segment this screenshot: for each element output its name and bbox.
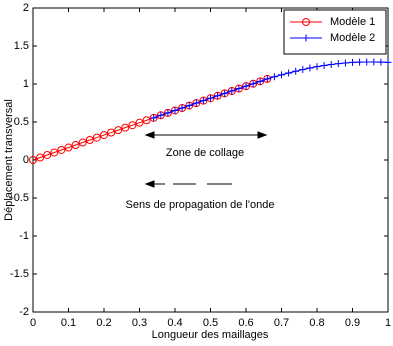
y-tick-label: -2: [19, 306, 29, 318]
legend-label: Modèle 1: [330, 16, 375, 28]
marker: [185, 102, 193, 110]
marker: [313, 63, 321, 71]
marker: [377, 58, 385, 66]
marker: [192, 99, 200, 107]
x-tick-label: 0.9: [345, 317, 360, 329]
legend-box: [283, 9, 387, 55]
marker: [235, 85, 243, 93]
marker: [135, 118, 144, 127]
marker: [292, 67, 300, 75]
marker: [50, 148, 59, 157]
y-tick-label: 0.5: [14, 116, 29, 128]
marker: [100, 131, 108, 140]
marker: [334, 60, 342, 68]
marker: [363, 58, 371, 66]
x-tick-label: 0.2: [96, 317, 111, 329]
marker: [43, 150, 52, 159]
marker: [214, 92, 222, 100]
marker: [341, 59, 349, 67]
marker: [114, 126, 123, 135]
x-tick-label: 0.4: [167, 317, 182, 329]
marker: [107, 128, 116, 137]
x-tick-label: 0.5: [203, 317, 218, 329]
marker: [370, 58, 378, 66]
annotation: Zone de collage: [166, 147, 244, 159]
y-axis-label: Déplacement transversal: [3, 99, 15, 221]
plot-box: [32, 7, 389, 313]
marker: [349, 58, 356, 66]
y-tick-label: -1.5: [10, 268, 29, 280]
marker: [285, 69, 293, 77]
x-tick-label: 0.1: [61, 317, 76, 329]
marker: [150, 114, 158, 122]
collage-arrow: [144, 131, 268, 139]
marker: [57, 145, 66, 154]
x-axis-label: Longueur des maillages: [152, 329, 269, 341]
marker: [356, 58, 364, 66]
legend-marker: [302, 18, 310, 26]
marker: [178, 104, 186, 112]
marker: [64, 143, 73, 152]
marker: [270, 73, 278, 81]
marker: [320, 62, 328, 70]
marker: [128, 121, 137, 130]
marker: [384, 58, 392, 66]
marker: [228, 87, 236, 95]
y-tick-label: 1.5: [14, 40, 29, 52]
x-tick-label: 1: [385, 317, 391, 329]
marker: [207, 94, 214, 102]
marker: [256, 77, 264, 85]
marker: [36, 153, 45, 162]
y-tick-label: -1: [19, 230, 29, 242]
marker: [327, 60, 335, 68]
marker: [171, 106, 179, 114]
legend-label: Modèle 2: [330, 32, 375, 44]
x-tick-label: 0.3: [132, 317, 147, 329]
marker: [306, 64, 314, 72]
marker: [278, 71, 285, 79]
marker: [263, 75, 271, 83]
marker: [121, 123, 130, 132]
marker: [249, 80, 257, 88]
marker: [29, 156, 37, 164]
x-tick-label: 0.8: [309, 317, 324, 329]
marker: [157, 111, 165, 119]
marker: [221, 89, 229, 97]
y-tick-label: 0: [23, 154, 29, 166]
marker: [142, 116, 151, 125]
marker: [71, 141, 80, 150]
x-tick-label: 0.6: [238, 317, 253, 329]
y-tick-label: 1: [23, 78, 29, 90]
series-line: [153, 61, 389, 119]
legend-marker: [302, 34, 310, 42]
marker: [164, 109, 172, 117]
marker: [199, 97, 207, 105]
marker: [85, 136, 94, 145]
y-tick-label: 2: [23, 2, 29, 14]
x-tick-label: 0.7: [274, 317, 289, 329]
propagation-arrow: [144, 180, 232, 188]
y-tick-label: -0.5: [10, 192, 29, 204]
annotation: Sens de propagation de l'onde: [126, 199, 275, 211]
marker: [299, 66, 307, 74]
marker: [78, 138, 87, 147]
x-tick-label: 0: [30, 317, 36, 329]
marker: [92, 133, 101, 142]
marker: [242, 82, 250, 90]
